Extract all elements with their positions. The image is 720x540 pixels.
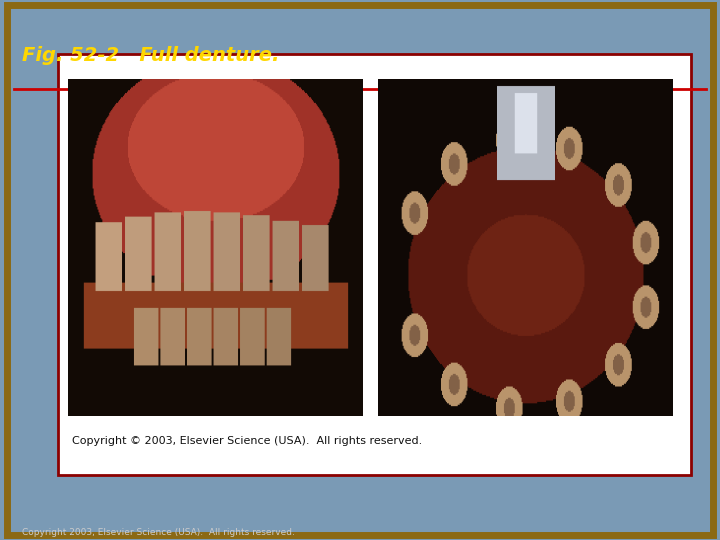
Bar — [58, 54, 691, 475]
Text: Fig. 52-2   Full denture.: Fig. 52-2 Full denture. — [22, 46, 279, 65]
Text: Copyright 2003, Elsevier Science (USA).  All rights reserved.: Copyright 2003, Elsevier Science (USA). … — [22, 528, 294, 537]
Text: Copyright © 2003, Elsevier Science (USA).  All rights reserved.: Copyright © 2003, Elsevier Science (USA)… — [72, 435, 422, 445]
